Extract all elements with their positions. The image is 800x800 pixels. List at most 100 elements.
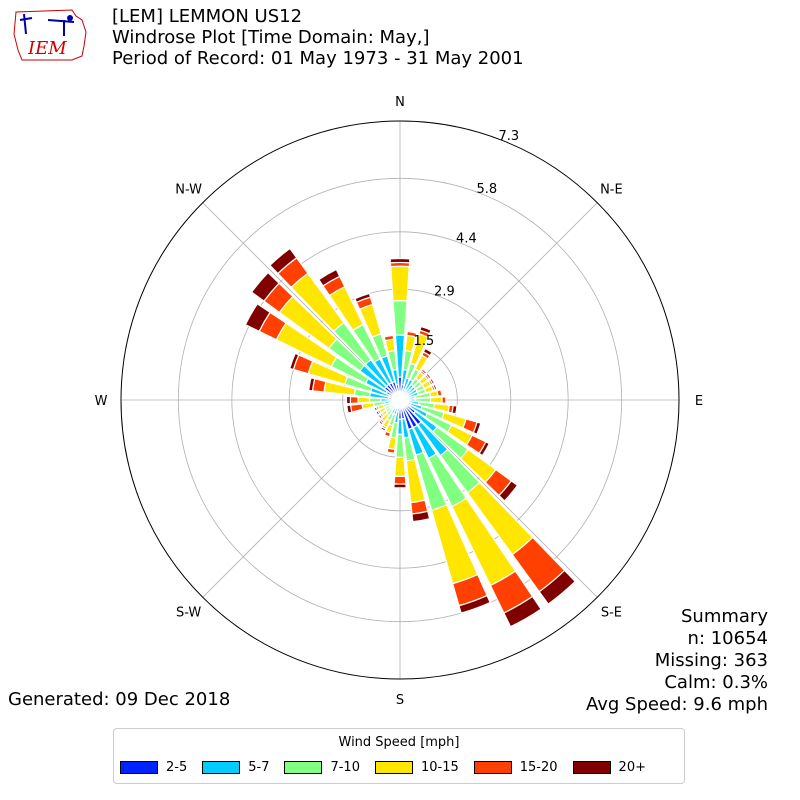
legend: Wind Speed [mph] 2-5 5-7 7-10 10-15 15-20 20+ — [113, 728, 685, 784]
bar-segment — [472, 421, 482, 435]
legend-label: 20+ — [618, 760, 646, 775]
bar-segment — [411, 510, 431, 523]
bar-segment — [406, 330, 418, 338]
bar-segment — [429, 396, 443, 404]
bar-segment — [420, 368, 428, 375]
bar-segment — [250, 271, 280, 302]
bar-segment — [373, 406, 379, 412]
bar-segment — [389, 257, 411, 264]
radial-tick-label: 4.4 — [456, 232, 477, 247]
title-station: [LEM] LEMMON US12 — [112, 6, 303, 27]
iem-logo: IEM — [13, 9, 87, 61]
legend-swatch — [120, 761, 158, 774]
legend-item: 15-20 — [473, 760, 558, 775]
svg-text:IEM: IEM — [27, 38, 67, 59]
bar-segment — [383, 334, 395, 342]
bar-segment — [383, 430, 392, 438]
bar-segment — [244, 302, 271, 333]
bar-segment — [432, 383, 438, 391]
bar-segment — [429, 377, 436, 385]
bar-segment — [436, 389, 443, 397]
bar-segment — [441, 396, 447, 404]
legend-swatch — [284, 761, 323, 774]
grid-ring — [231, 231, 569, 569]
bar-segment — [386, 447, 396, 454]
bar-segment — [419, 325, 432, 335]
legend-swatch — [572, 761, 611, 774]
bar-segment — [458, 594, 491, 614]
bar-segment — [503, 595, 542, 628]
generated-date: Generated: 09 Dec 2018 — [8, 689, 231, 710]
bar-segment — [349, 395, 359, 405]
legend-item: 7-10 — [284, 760, 360, 775]
direction-label: E — [695, 394, 703, 409]
direction-label: N-W — [175, 183, 202, 198]
bar-segment — [349, 403, 364, 413]
bar-segment — [379, 426, 387, 432]
direction-label: S-E — [601, 605, 622, 620]
bar-segment — [346, 404, 353, 414]
title-period: Period of Record: 01 May 1973 - 31 May 2… — [112, 48, 524, 69]
bar-segment — [387, 436, 397, 451]
legend-swatch — [374, 761, 413, 774]
bar-segment — [498, 480, 519, 502]
bar-segment — [361, 402, 375, 410]
summary-n: n: 10654 — [687, 628, 768, 649]
bar-segment — [289, 352, 300, 371]
legend-swatch — [202, 761, 241, 774]
summary-panel: Summary n: 10654 Missing: 363 Calm: 0.3%… — [586, 606, 768, 716]
grid-spoke — [399, 202, 598, 401]
direction-label: N-E — [600, 183, 623, 198]
grid-ring — [177, 177, 623, 623]
legend-item: 20+ — [572, 760, 646, 775]
radial-tick-label: 2.9 — [434, 285, 455, 300]
title-time-domain: Windrose Plot [Time Domain: May,] — [112, 27, 430, 48]
legend-label: 5-7 — [248, 760, 270, 775]
outer-ring — [120, 120, 680, 680]
polar-labels: N N-E E S-E S S-W W N-W 1.5 2.9 4.4 5.8 7.3 — [95, 95, 704, 708]
legend-label: 15-20 — [519, 760, 558, 775]
legend-label: 7-10 — [330, 760, 360, 775]
bar-segment — [345, 395, 352, 405]
bar-segment — [390, 265, 410, 302]
grid-spoke — [399, 399, 598, 598]
bar-segment — [425, 372, 432, 380]
bar-segment — [354, 292, 372, 304]
radial-tick-label: 7.3 — [498, 129, 519, 144]
bar-segment — [422, 347, 433, 357]
bar-segment — [538, 569, 577, 605]
bar-segment — [478, 441, 491, 457]
bar-segment — [394, 456, 406, 478]
summary-heading: Summary — [681, 606, 768, 627]
legend-item: 5-7 — [202, 760, 269, 775]
bar-segment — [269, 247, 298, 275]
bar-segment — [368, 397, 382, 403]
bar-segment — [357, 396, 371, 404]
radial-tick-label: 5.8 — [476, 182, 497, 197]
bar-segment — [384, 338, 396, 353]
bar-segment — [392, 300, 408, 336]
legend-label: 2-5 — [166, 760, 188, 775]
direction-label: W — [95, 394, 108, 409]
bar-segment — [308, 377, 316, 392]
bar-segment — [375, 410, 381, 416]
chart-title: [LEM] LEMMON US12 Windrose Plot [Time Do… — [112, 6, 524, 69]
legend-items: 2-5 5-7 7-10 10-15 15-20 20+ — [120, 760, 661, 775]
bar-segment — [451, 404, 458, 415]
summary-calm: Calm: 0.3% — [664, 672, 768, 693]
windrose-bars — [244, 247, 577, 628]
bar-segment — [393, 483, 407, 489]
summary-missing: Missing: 363 — [654, 650, 768, 671]
summary-avg-speed: Avg Speed: 9.6 mph — [586, 694, 768, 715]
bar-segment — [395, 433, 405, 458]
bar-segment — [393, 475, 407, 485]
legend-swatch — [473, 761, 512, 774]
direction-label: S — [396, 693, 404, 708]
bar-segment — [317, 268, 341, 287]
legend-item: 2-5 — [120, 760, 187, 775]
direction-label: N — [395, 95, 405, 110]
radial-tick-label: 1.5 — [414, 334, 435, 349]
bar-segment — [377, 413, 383, 420]
legend-label: 10-15 — [420, 760, 459, 775]
